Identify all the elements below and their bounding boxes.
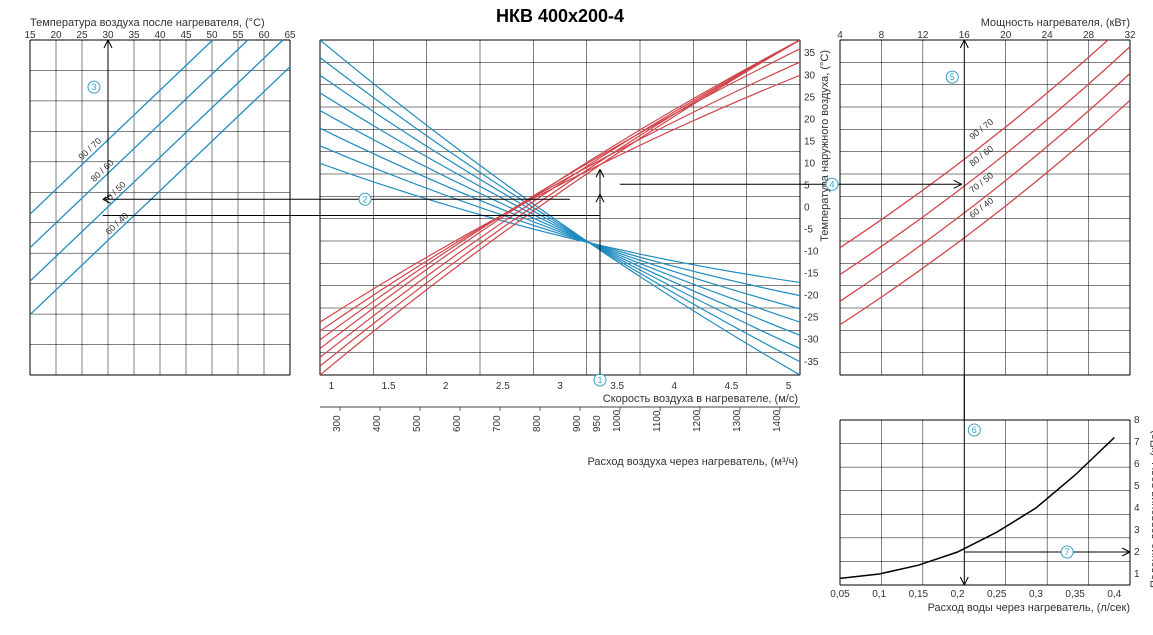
svg-text:32: 32 — [1124, 30, 1136, 41]
svg-text:15: 15 — [24, 30, 36, 41]
svg-text:950: 950 — [592, 415, 603, 432]
svg-text:8: 8 — [879, 30, 885, 41]
svg-text:10: 10 — [804, 158, 816, 169]
svg-text:6: 6 — [1134, 459, 1140, 470]
svg-text:-25: -25 — [804, 313, 819, 324]
svg-text:0: 0 — [804, 203, 810, 214]
svg-text:2.5: 2.5 — [496, 381, 510, 392]
svg-text:65: 65 — [284, 30, 296, 41]
svg-text:2: 2 — [1134, 547, 1140, 558]
svg-text:900: 900 — [572, 415, 583, 432]
svg-text:1: 1 — [1134, 569, 1140, 580]
center-x2-label: Расход воздуха через нагреватель, (м³/ч) — [587, 456, 798, 468]
svg-text:0,4: 0,4 — [1107, 589, 1121, 600]
svg-text:24: 24 — [1042, 30, 1054, 41]
svg-text:4: 4 — [837, 30, 843, 41]
svg-text:4: 4 — [672, 381, 678, 392]
svg-text:5: 5 — [950, 72, 955, 82]
svg-text:25: 25 — [76, 30, 88, 41]
svg-text:600: 600 — [452, 415, 463, 432]
svg-text:7: 7 — [1065, 547, 1070, 557]
svg-text:35: 35 — [128, 30, 140, 41]
svg-text:30: 30 — [102, 30, 114, 41]
left-panel-title: Температура воздуха после нагревателя, (… — [30, 17, 265, 29]
svg-text:25: 25 — [804, 92, 816, 103]
svg-text:7: 7 — [1134, 437, 1140, 448]
svg-text:0,2: 0,2 — [951, 589, 965, 600]
svg-text:1000: 1000 — [612, 409, 623, 432]
svg-text:3.5: 3.5 — [610, 381, 624, 392]
svg-text:-5: -5 — [804, 225, 813, 236]
svg-text:12: 12 — [917, 30, 929, 41]
rb-x-label: Расход воды через нагреватель, (л/сек) — [928, 602, 1130, 614]
svg-text:1400: 1400 — [772, 409, 783, 432]
svg-text:4.5: 4.5 — [724, 381, 738, 392]
svg-text:3: 3 — [1134, 525, 1140, 536]
svg-text:30: 30 — [804, 70, 816, 81]
svg-text:1200: 1200 — [692, 409, 703, 432]
svg-text:45: 45 — [180, 30, 192, 41]
svg-text:20: 20 — [804, 114, 816, 125]
svg-text:1.5: 1.5 — [382, 381, 396, 392]
svg-text:0,3: 0,3 — [1029, 589, 1043, 600]
svg-text:0,05: 0,05 — [830, 589, 850, 600]
svg-text:4: 4 — [1134, 503, 1140, 514]
svg-text:20: 20 — [50, 30, 62, 41]
svg-text:3: 3 — [557, 381, 563, 392]
svg-text:300: 300 — [332, 415, 343, 432]
svg-text:15: 15 — [804, 136, 816, 147]
svg-text:1100: 1100 — [652, 410, 663, 432]
svg-text:500: 500 — [412, 415, 423, 432]
svg-text:50: 50 — [206, 30, 218, 41]
svg-text:400: 400 — [372, 415, 383, 432]
svg-text:16: 16 — [959, 30, 971, 41]
svg-text:700: 700 — [492, 415, 503, 432]
svg-text:-35: -35 — [804, 357, 819, 368]
svg-text:-20: -20 — [804, 291, 819, 302]
svg-text:28: 28 — [1083, 30, 1095, 41]
svg-text:2: 2 — [443, 381, 449, 392]
svg-text:5: 5 — [786, 381, 792, 392]
svg-text:4: 4 — [829, 179, 834, 189]
svg-text:60: 60 — [258, 30, 270, 41]
svg-text:0,25: 0,25 — [987, 589, 1007, 600]
svg-text:0,15: 0,15 — [909, 589, 929, 600]
svg-text:8: 8 — [1134, 415, 1140, 426]
svg-text:5: 5 — [804, 180, 810, 191]
center-x1-label: Скорость воздуха в нагревателе, (м/с) — [603, 393, 798, 405]
svg-text:35: 35 — [804, 48, 816, 59]
chart-title: НКВ 400x200-4 — [496, 6, 624, 26]
svg-text:40: 40 — [154, 30, 166, 41]
svg-text:0,1: 0,1 — [872, 589, 886, 600]
svg-text:-30: -30 — [804, 335, 819, 346]
svg-text:2: 2 — [362, 194, 367, 204]
center-y-label: Температура наружного воздуха, (°C) — [819, 50, 831, 242]
rb-y-label: Падение давления воды, (кПа) — [1149, 430, 1153, 588]
nomogram-chart: НКВ 400x200-4 Температура воздуха после н… — [0, 0, 1153, 635]
svg-text:-10: -10 — [804, 247, 819, 258]
svg-text:800: 800 — [532, 415, 543, 432]
svg-text:1: 1 — [597, 375, 602, 385]
svg-text:20: 20 — [1000, 30, 1012, 41]
svg-text:6: 6 — [972, 425, 977, 435]
svg-text:55: 55 — [232, 30, 244, 41]
svg-text:3: 3 — [91, 82, 96, 92]
svg-text:-15: -15 — [804, 269, 819, 280]
svg-text:5: 5 — [1134, 481, 1140, 492]
right-top-title: Мощность нагревателя, (кВт) — [981, 17, 1130, 29]
svg-text:0,35: 0,35 — [1065, 589, 1085, 600]
svg-text:1300: 1300 — [732, 409, 743, 432]
svg-text:1: 1 — [329, 381, 335, 392]
